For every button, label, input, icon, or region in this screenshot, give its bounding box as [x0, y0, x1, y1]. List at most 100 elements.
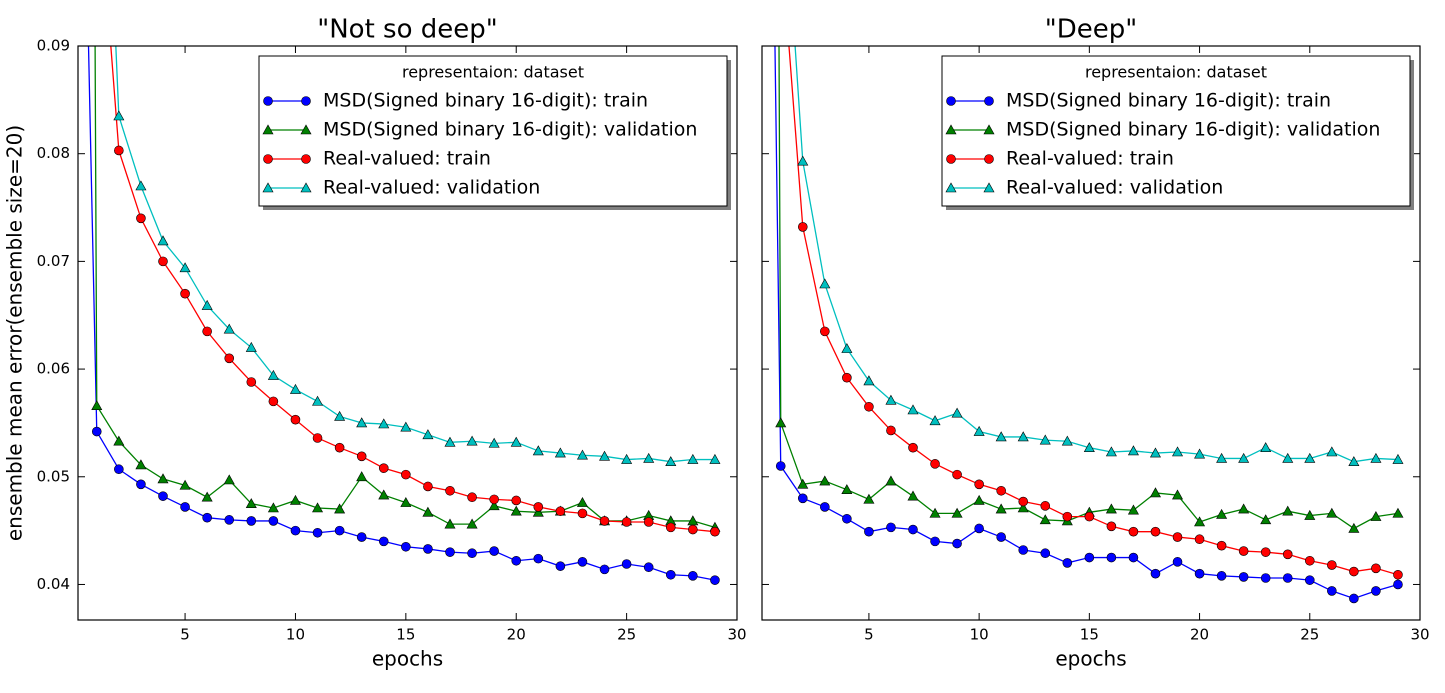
marker-triangle [819, 475, 831, 486]
marker-circle [290, 525, 301, 536]
y-tick-label: 0.08 [37, 144, 70, 162]
marker-circle [312, 433, 323, 443]
marker-triangle [687, 453, 699, 464]
marker-triangle [643, 452, 655, 463]
marker-circle [467, 492, 477, 503]
marker-triangle [179, 479, 191, 490]
marker-triangle [312, 502, 324, 513]
marker-triangle [973, 494, 985, 505]
marker-triangle [510, 505, 522, 516]
marker-circle [577, 508, 588, 519]
marker-circle [1084, 552, 1095, 563]
marker-circle [797, 222, 808, 232]
marker-triangle [1392, 453, 1404, 464]
marker-triangle [1370, 510, 1382, 521]
marker-triangle [1194, 448, 1206, 459]
x-tick-label: 5 [864, 626, 874, 644]
marker-circle [1282, 573, 1293, 583]
marker-triangle [245, 498, 257, 508]
legend-label: MSD(Signed binary 16-digit): validation [323, 119, 697, 141]
marker-circle [401, 469, 411, 480]
series-line [794, 46, 1398, 463]
marker-circle [1327, 586, 1337, 596]
marker-circle [996, 485, 1006, 496]
marker-triangle [201, 491, 213, 502]
marker-circle [643, 562, 654, 573]
marker-circle [1260, 573, 1271, 583]
marker-circle [996, 532, 1006, 542]
marker-circle [1371, 563, 1381, 574]
marker-circle [864, 401, 874, 412]
x-tick-label: 30 [1410, 626, 1429, 644]
marker-circle [423, 544, 433, 554]
marker-circle [301, 154, 311, 164]
marker-triangle [951, 507, 963, 518]
marker-circle [1327, 560, 1337, 570]
marker-triangle [179, 262, 191, 273]
marker-circle [984, 154, 994, 164]
marker-circle [489, 546, 499, 556]
marker-triangle [1017, 431, 1029, 442]
marker-circle [334, 525, 345, 536]
legend-label: Real-valued: train [1006, 148, 1174, 170]
marker-triangle [267, 369, 279, 380]
marker-triangle [1172, 446, 1184, 457]
marker-triangle [995, 431, 1007, 442]
marker-triangle [929, 507, 941, 518]
marker-circle [136, 479, 146, 490]
marker-triangle [1238, 452, 1250, 463]
marker-circle [263, 154, 273, 164]
marker-circle [820, 502, 830, 512]
x-tick-label: 10 [970, 626, 989, 644]
marker-triangle [973, 425, 985, 436]
legend-label: MSD(Signed binary 16-digit): train [1006, 90, 1331, 112]
marker-circle [974, 523, 984, 534]
legend-label: Real-valued: validation [323, 177, 540, 199]
marker-circle [356, 532, 367, 542]
legend-title: representaion: dataset [1085, 63, 1267, 82]
marker-triangle [532, 445, 544, 456]
y-tick-label: 0.07 [37, 252, 70, 270]
y-tick-label: 0.09 [37, 37, 70, 55]
marker-triangle [983, 124, 995, 135]
marker-triangle [1260, 442, 1272, 452]
marker-circle [599, 516, 610, 526]
marker-triangle [1392, 507, 1404, 518]
series-group [774, 46, 1404, 604]
marker-circle [467, 548, 477, 559]
marker-circle [356, 451, 367, 462]
marker-triangle [1326, 446, 1338, 457]
marker-triangle [157, 473, 169, 484]
marker-circle [1194, 568, 1205, 579]
plot-frame [77, 45, 738, 621]
marker-triangle [267, 502, 279, 513]
marker-triangle [1149, 487, 1161, 498]
marker-triangle [1238, 503, 1250, 514]
marker-triangle [1216, 452, 1228, 463]
marker-circle [445, 547, 455, 557]
marker-triangle [466, 435, 478, 446]
x-tick-label: 15 [396, 626, 415, 644]
marker-triangle [1127, 504, 1139, 515]
marker-circle [136, 213, 146, 224]
marker-circle [158, 491, 168, 501]
series-line [115, 46, 715, 463]
plot: "Not so deep" epochs ensemble mean error(e… [3, 15, 747, 671]
marker-triangle [135, 459, 147, 470]
x-axis-label: epochs [1055, 647, 1126, 671]
marker-circle [643, 517, 654, 527]
marker-circle [1018, 545, 1029, 555]
marker-triangle [1260, 514, 1272, 525]
marker-circle [930, 536, 940, 547]
marker-circle [599, 564, 610, 575]
x-tick-label: 30 [727, 626, 746, 644]
x-tick-label: 25 [1300, 626, 1319, 644]
marker-circle [621, 559, 632, 569]
marker-circle [180, 288, 190, 299]
legend-label: Real-valued: validation [1006, 177, 1223, 199]
marker-triangle [1083, 442, 1095, 452]
marker-triangle [400, 496, 412, 507]
marker-circle [665, 569, 676, 580]
marker-triangle [1127, 445, 1139, 456]
